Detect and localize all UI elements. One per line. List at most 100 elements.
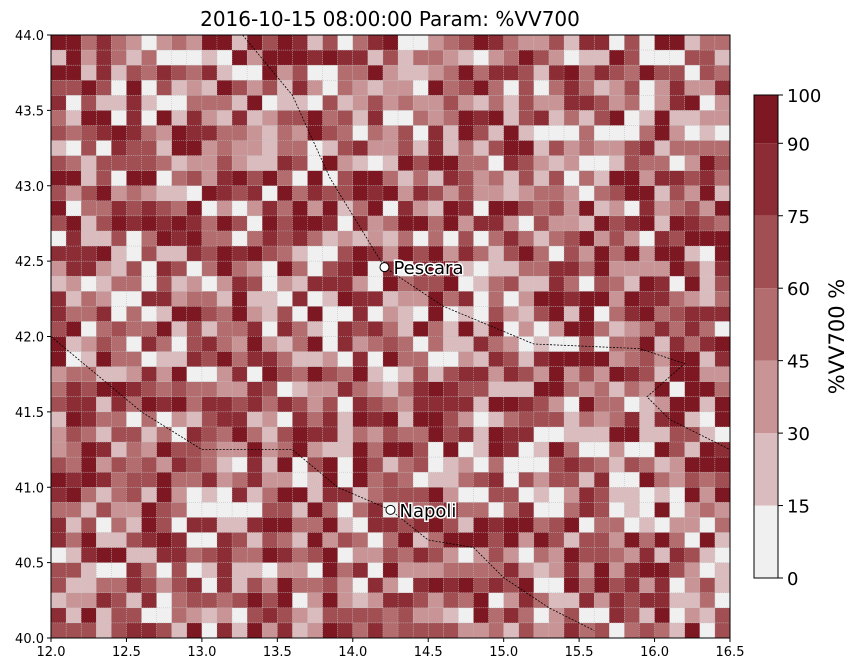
heatmap-cell	[247, 426, 263, 443]
heatmap-cell	[564, 261, 580, 277]
heatmap-cell	[232, 261, 248, 277]
heatmap-cell	[714, 276, 730, 292]
heatmap-cell	[337, 185, 353, 201]
heatmap-cell	[307, 366, 323, 382]
heatmap-cell	[443, 125, 459, 141]
heatmap-cell	[277, 230, 293, 247]
heatmap-cell	[111, 35, 127, 51]
heatmap-cell	[518, 321, 534, 337]
heatmap-cell	[156, 185, 172, 201]
heatmap-cell	[232, 607, 248, 623]
heatmap-cell	[458, 592, 474, 608]
heatmap-cell	[473, 65, 489, 81]
heatmap-cell	[367, 517, 383, 533]
heatmap-cell	[639, 140, 655, 156]
heatmap-cell	[262, 215, 278, 231]
heatmap-cell	[533, 110, 549, 126]
heatmap-cell	[367, 562, 383, 578]
heatmap-cell	[66, 547, 82, 563]
heatmap-cell	[201, 306, 217, 322]
heatmap-cell	[564, 457, 580, 473]
heatmap-cell	[699, 517, 715, 533]
heatmap-cell	[216, 577, 233, 593]
heatmap-cell	[413, 35, 429, 51]
heatmap-cell	[66, 170, 82, 186]
heatmap-cell	[398, 366, 414, 382]
heatmap-cell	[292, 592, 308, 608]
heatmap-cell	[247, 306, 263, 322]
heatmap-cell	[367, 110, 383, 126]
heatmap-cell	[699, 35, 715, 51]
heatmap-cell	[66, 321, 82, 337]
heatmap-cell	[322, 592, 338, 608]
heatmap-cell	[428, 366, 444, 382]
heatmap-cell	[684, 95, 700, 111]
heatmap-cell	[413, 230, 429, 247]
heatmap-cell	[503, 200, 519, 216]
heatmap-cell	[594, 95, 610, 111]
heatmap-cell	[428, 577, 444, 593]
heatmap-cell	[186, 125, 202, 141]
heatmap-cell	[533, 185, 549, 201]
heatmap-cell	[111, 125, 127, 141]
colorbar-segment	[754, 288, 778, 361]
heatmap-cell	[413, 321, 429, 337]
heatmap-cell	[473, 215, 489, 231]
heatmap-cell	[609, 366, 625, 382]
heatmap-cell	[201, 215, 217, 231]
heatmap-cell	[382, 517, 399, 533]
heatmap-cell	[262, 426, 278, 443]
heatmap-cell	[624, 140, 640, 156]
heatmap-cell	[398, 336, 414, 352]
heatmap-cell	[579, 411, 595, 427]
heatmap-cell	[398, 140, 414, 156]
heatmap-cell	[111, 50, 127, 66]
heatmap-cell	[367, 276, 383, 292]
heatmap-cell	[699, 230, 715, 247]
heatmap-cell	[307, 532, 323, 548]
heatmap-cell	[518, 140, 534, 156]
heatmap-cell	[66, 502, 82, 518]
heatmap-cell	[609, 80, 625, 96]
heatmap-cell	[322, 502, 338, 518]
heatmap-cell	[232, 50, 248, 66]
heatmap-cell	[624, 95, 640, 111]
heatmap-cell	[322, 306, 338, 322]
heatmap-cell	[564, 547, 580, 563]
heatmap-cell	[458, 396, 474, 412]
heatmap-cell	[216, 562, 233, 578]
heatmap-cell	[669, 532, 685, 548]
heatmap-cell	[51, 381, 67, 397]
heatmap-cell	[398, 426, 414, 443]
heatmap-cell	[398, 442, 414, 458]
heatmap-cell	[382, 276, 399, 292]
heatmap-cell	[503, 472, 519, 488]
heatmap-cell	[322, 457, 338, 473]
heatmap-cell	[564, 35, 580, 51]
heatmap-cell	[367, 246, 383, 262]
heatmap-cell	[518, 592, 534, 608]
heatmap-cell	[201, 457, 217, 473]
heatmap-cell	[518, 276, 534, 292]
heatmap-cell	[684, 502, 700, 518]
heatmap-cell	[322, 426, 338, 443]
heatmap-cell	[398, 592, 414, 608]
heatmap-cell	[96, 261, 112, 277]
heatmap-cell	[428, 200, 444, 216]
heatmap-cell	[262, 351, 278, 367]
heatmap-cell	[624, 246, 640, 262]
heatmap-cell	[398, 80, 414, 96]
heatmap-cell	[277, 291, 293, 307]
heatmap-cell	[337, 442, 353, 458]
heatmap-cell	[564, 577, 580, 593]
heatmap-cell	[156, 230, 172, 247]
heatmap-cell	[51, 622, 67, 638]
heatmap-cell	[398, 517, 414, 533]
heatmap-cell	[307, 35, 323, 51]
heatmap-cell	[503, 457, 519, 473]
heatmap-cell	[111, 577, 127, 593]
heatmap-cell	[443, 185, 459, 201]
heatmap-cell	[232, 622, 248, 638]
heatmap-cell	[564, 622, 580, 638]
heatmap-cell	[307, 291, 323, 307]
